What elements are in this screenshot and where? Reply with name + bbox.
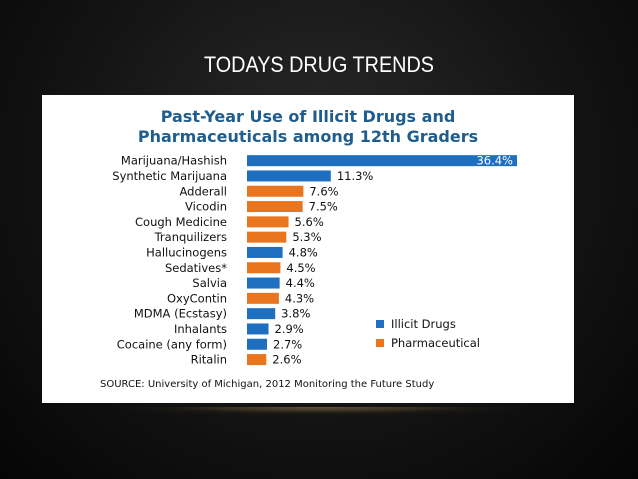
bar — [247, 246, 283, 258]
bar — [247, 262, 281, 274]
bar — [247, 231, 287, 243]
legend-label: Illicit Drugs — [391, 317, 456, 331]
slide-title: TODAYS DRUG TRENDS — [204, 52, 434, 77]
category-label: Hallucinogens — [146, 245, 227, 259]
category-label: Marijuana/Hashish — [121, 154, 227, 168]
chart-title: Past-Year Use of Illicit Drugs and Pharm… — [42, 107, 574, 147]
category-label: Ritalin — [191, 353, 227, 367]
bar — [247, 308, 276, 320]
category-label: Sedatives* — [165, 261, 227, 275]
value-label: 4.3% — [285, 291, 314, 305]
chart-title-line-2: Pharmaceuticals among 12th Graders — [137, 127, 479, 146]
bar — [247, 155, 517, 167]
value-label: 36.4% — [476, 154, 513, 168]
value-label: 5.6% — [295, 215, 324, 229]
category-label: Adderall — [179, 184, 227, 198]
category-label: Vicodin — [185, 200, 227, 214]
category-label: Tranquilizers — [154, 230, 227, 244]
category-label: OxyContin — [167, 291, 227, 305]
value-label: 4.4% — [286, 276, 315, 290]
card-shadow — [125, 407, 515, 415]
bar — [247, 201, 303, 213]
bar — [247, 216, 289, 228]
category-label: Cocaine (any form) — [117, 337, 227, 351]
category-label: Salvia — [192, 276, 227, 290]
chart-card: Past-Year Use of Illicit Drugs and Pharm… — [42, 95, 574, 403]
legend-swatch — [376, 339, 384, 347]
bar — [247, 338, 268, 350]
legend-swatch — [376, 320, 384, 328]
category-label: Cough Medicine — [135, 215, 227, 229]
value-label: 11.3% — [337, 169, 374, 183]
chart-title-line-1: Past-Year Use of Illicit Drugs and — [160, 107, 456, 126]
bar — [247, 170, 331, 182]
bar-chart: Marijuana/Hashish 36.4% Synthetic Marijuan… — [100, 154, 517, 390]
value-label: 4.5% — [286, 261, 315, 275]
value-label: 3.8% — [281, 307, 310, 321]
category-label: Synthetic Marijuana — [112, 169, 227, 183]
category-label: MDMA (Ecstasy) — [134, 307, 227, 321]
chart-source: SOURCE: University of Michigan, 2012 Mon… — [100, 379, 434, 390]
bar — [247, 292, 279, 304]
legend-label: Pharmaceutical — [391, 336, 480, 350]
value-label: 7.5% — [309, 200, 338, 214]
value-label: 4.8% — [289, 245, 318, 259]
bar — [247, 277, 280, 289]
value-label: 2.6% — [272, 353, 301, 367]
bar — [247, 185, 304, 197]
value-label: 2.9% — [275, 322, 304, 336]
value-label: 2.7% — [273, 337, 302, 351]
category-label: Inhalants — [174, 322, 227, 336]
value-label: 7.6% — [309, 184, 338, 198]
bar — [247, 323, 269, 335]
bar — [247, 354, 267, 366]
value-label: 5.3% — [292, 230, 321, 244]
